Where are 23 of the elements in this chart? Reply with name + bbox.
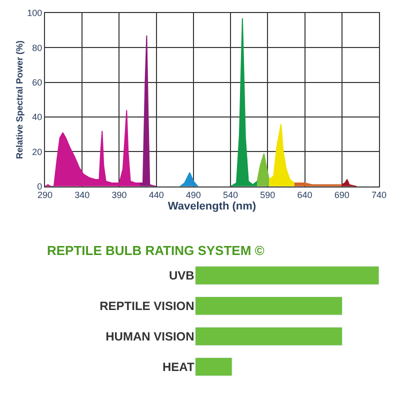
x-tick-label: 390 (112, 190, 127, 200)
x-tick-label: 540 (223, 190, 238, 200)
y-tick-label: 80 (32, 42, 42, 53)
y-tick-label: REPTILE VISION (100, 299, 194, 314)
y-tick-label: 40 (32, 112, 42, 122)
x-tick-label: 490 (186, 190, 201, 200)
y-tick-label: HEAT (162, 360, 195, 374)
x-tick-label: 340 (74, 190, 90, 200)
x-tick-label: 640 (297, 190, 312, 200)
x-tick-label: 690 (334, 190, 350, 200)
y-tick-label: 20 (32, 146, 42, 157)
y-tick-label: UVB (168, 268, 195, 283)
y-tick-label: 0 (37, 182, 42, 192)
y-tick-label: HUMAN VISION (106, 330, 194, 344)
y-axis-title: Relative Spectral Power (%) (14, 40, 25, 159)
chart-title: REPTILE BULB RATING SYSTEM © (47, 243, 265, 258)
x-tick-label: 290 (37, 190, 53, 200)
x-axis-title: Wavelength (nm) (168, 200, 256, 212)
x-tick-label: 590 (260, 190, 276, 200)
y-tick-label: 60 (32, 78, 42, 88)
x-tick-label: 440 (148, 190, 164, 200)
y-tick-label: 100 (27, 8, 42, 18)
x-tick-label: 740 (371, 190, 387, 200)
